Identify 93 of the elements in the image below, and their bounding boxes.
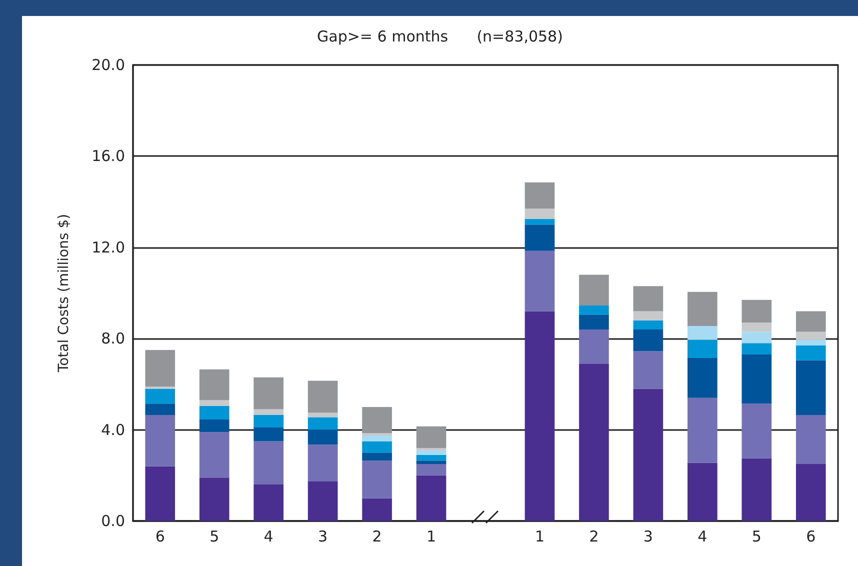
bar (742, 404, 772, 458)
x-tick-label: 4 (264, 528, 274, 546)
bar (362, 498, 392, 521)
bar (308, 412, 338, 418)
bar (145, 350, 176, 386)
bar (742, 354, 772, 404)
bar (416, 454, 446, 461)
bar (688, 462, 718, 521)
bar (199, 369, 230, 400)
x-tick-label: 3 (643, 528, 653, 546)
x-tick-label: 4 (698, 528, 708, 546)
bar (524, 311, 555, 521)
bar (145, 466, 176, 521)
bar (254, 409, 284, 415)
x-tick-label: 6 (155, 528, 165, 546)
bar (796, 340, 826, 346)
bar (254, 441, 284, 485)
y-tick-label: 20.0 (92, 56, 125, 74)
x-tick-label: 3 (318, 528, 328, 546)
bar (416, 426, 446, 448)
bar (524, 218, 555, 225)
bar (796, 360, 826, 415)
bar (308, 444, 338, 482)
bar (199, 420, 230, 432)
y-tick-label: 8.0 (101, 330, 125, 348)
y-tick-label: 4.0 (101, 420, 125, 439)
bar (579, 306, 609, 315)
bar (796, 345, 826, 360)
bar (796, 464, 826, 521)
bar (308, 430, 338, 445)
bar (742, 458, 772, 521)
y-tick-label: 0.0 (101, 512, 125, 530)
bar (254, 484, 284, 521)
bar (145, 404, 176, 415)
x-tick-label: 1 (534, 528, 545, 546)
bar (362, 441, 392, 453)
bar (416, 475, 446, 521)
chart-title: Gap>= 6 months (n=83,058) (317, 28, 563, 46)
bar (579, 274, 609, 306)
bar (633, 286, 664, 312)
x-tick-label: 5 (210, 528, 220, 546)
bar (524, 224, 555, 251)
bar (633, 351, 664, 389)
bar (199, 406, 230, 420)
x-tick-label: 6 (806, 528, 816, 546)
bar (688, 398, 718, 463)
bar (362, 460, 392, 498)
bar (524, 250, 555, 312)
bar (742, 343, 772, 355)
bar (416, 460, 446, 464)
bar (199, 478, 230, 521)
bar (254, 377, 284, 410)
bar (579, 364, 609, 521)
x-tick-label: 2 (372, 528, 382, 546)
bar (416, 464, 446, 476)
bar (688, 358, 718, 398)
bar (579, 314, 609, 330)
bar (633, 320, 664, 330)
bar (742, 322, 772, 332)
x-tick-label: 1 (426, 528, 436, 546)
bar (688, 292, 718, 326)
bar (579, 329, 609, 364)
x-tick-label: 5 (752, 528, 762, 546)
bar (742, 332, 772, 344)
bar (796, 332, 826, 340)
bar (308, 380, 338, 413)
bar (362, 452, 392, 461)
bar (199, 432, 230, 478)
bar (145, 386, 176, 389)
bar (416, 450, 446, 455)
bar (633, 388, 664, 521)
bar (796, 311, 826, 332)
bar (742, 300, 772, 323)
bar (524, 182, 555, 209)
y-tick-label: 12.0 (92, 238, 125, 256)
bar (145, 388, 176, 404)
bar (796, 414, 826, 464)
bar (688, 326, 718, 340)
bar (688, 340, 718, 358)
bar (524, 208, 555, 219)
bar (633, 329, 664, 352)
x-tick-label: 2 (589, 528, 599, 546)
bar (308, 417, 338, 430)
bar (633, 311, 664, 320)
y-tick-label: 16.0 (92, 147, 125, 166)
bar (199, 400, 230, 406)
bar (362, 407, 392, 434)
bar (254, 428, 284, 442)
y-axis-title: Total Costs (millions $) (56, 214, 72, 374)
bar (145, 414, 176, 466)
bar (362, 436, 392, 442)
bar (308, 481, 338, 521)
bar (254, 414, 284, 428)
